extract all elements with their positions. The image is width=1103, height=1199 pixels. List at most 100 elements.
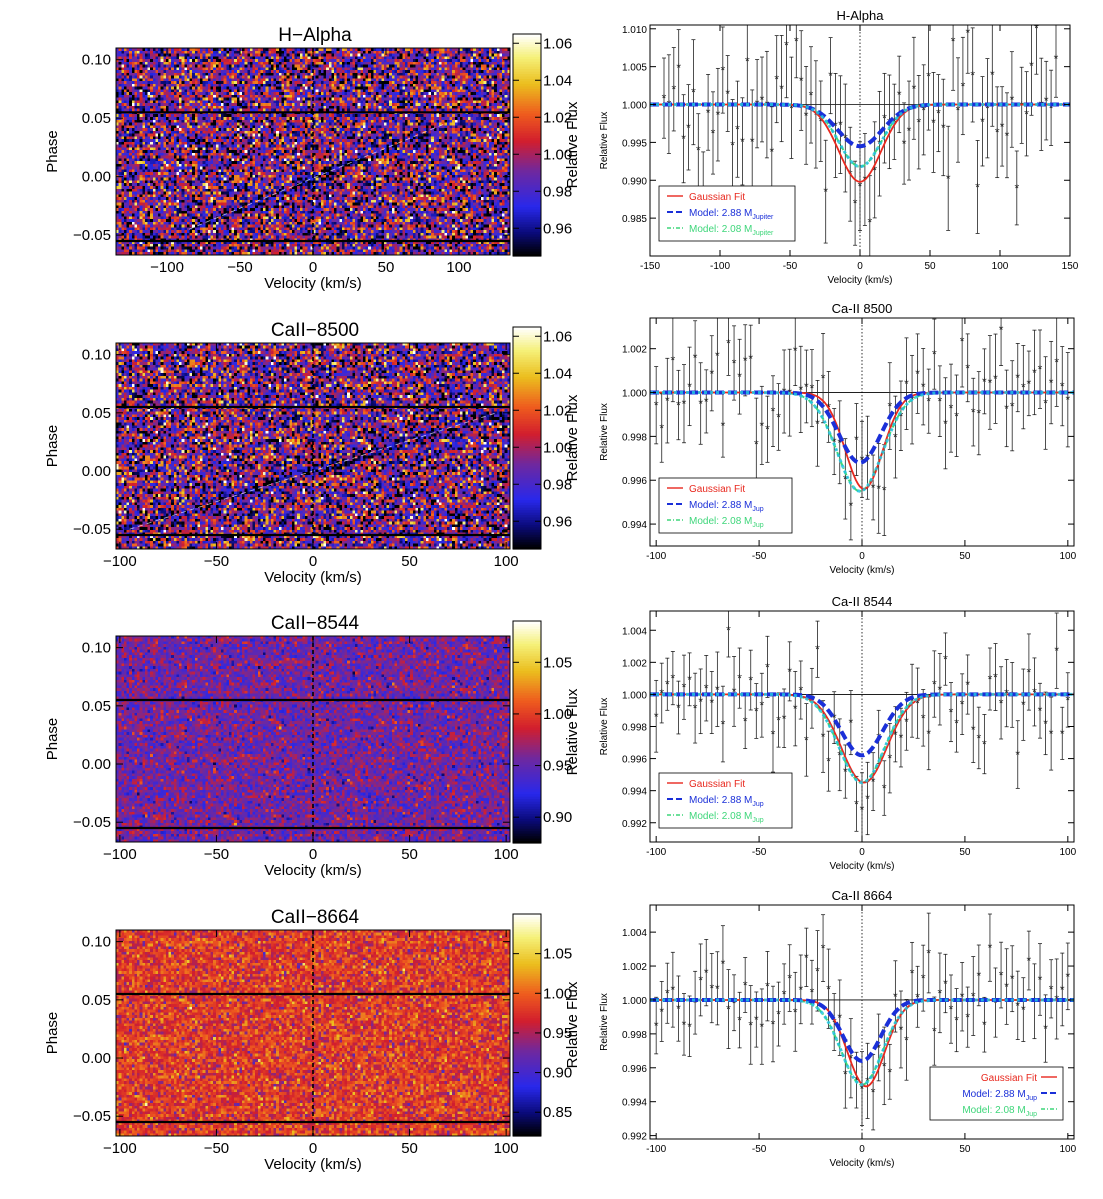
data-point: *	[709, 982, 714, 996]
data-point: *	[754, 1013, 759, 1027]
data-point: *	[732, 356, 737, 370]
colorbar-segment	[513, 830, 541, 834]
data-point: *	[988, 941, 993, 955]
data-point: *	[726, 624, 731, 638]
colorbar-segment	[513, 100, 541, 104]
data-point: *	[787, 665, 792, 679]
colorbar-segment	[513, 403, 541, 407]
colorbar-segment	[513, 788, 541, 792]
y-tick-label: 1.002	[622, 962, 647, 973]
x-tick-label: -100	[646, 551, 666, 562]
data-point: *	[732, 685, 737, 699]
colorbar-segment	[513, 985, 541, 989]
colorbar-segment	[513, 690, 541, 694]
colorbar: 0.90 0.95 1.00 1.05 Relative Flux	[512, 620, 581, 844]
colorbar-segment	[513, 687, 541, 691]
data-point: *	[915, 367, 920, 381]
colorbar-segment	[513, 179, 541, 183]
colorbar-segment	[513, 931, 541, 935]
data-point: *	[659, 1005, 664, 1019]
colorbar-segment	[513, 960, 541, 964]
colorbar-segment	[513, 778, 541, 782]
colorbar-frame	[512, 326, 542, 550]
data-point: *	[1021, 698, 1026, 712]
colorbar-segment	[513, 356, 541, 360]
data-point: *	[951, 34, 956, 48]
data-point: *	[662, 92, 667, 106]
data-point: *	[960, 698, 965, 712]
colorbar-segment	[513, 662, 541, 666]
colorbar-segment	[513, 73, 541, 77]
colorbar-segment	[513, 366, 541, 370]
colorbar-segment	[513, 238, 541, 242]
colorbar-segment	[513, 497, 541, 501]
colorbar-segment	[513, 479, 541, 483]
colorbar-tick-label: 1.02	[543, 109, 572, 126]
colorbar-segment	[513, 992, 541, 996]
data-point: *	[676, 399, 681, 413]
data-point: *	[1049, 101, 1054, 115]
colorbar-segment	[513, 494, 541, 498]
x-tick-label: 100	[494, 846, 519, 863]
data-point: *	[915, 697, 920, 711]
colorbar-segment	[513, 376, 541, 380]
y-tick-label: 0.994	[622, 520, 647, 531]
data-point: *	[860, 803, 865, 817]
data-point: *	[760, 419, 765, 433]
legend-subscript: Jup	[1026, 1095, 1037, 1102]
y-tick-label: 0.996	[622, 755, 647, 766]
data-point: *	[745, 54, 750, 68]
data-point: *	[960, 990, 965, 1004]
colorbar-tick-label: 1.06	[543, 35, 572, 52]
colorbar-segment	[513, 221, 541, 225]
colorbar-segment	[513, 435, 541, 439]
x-tick-label: 0	[857, 261, 863, 272]
colorbar-segment	[513, 695, 541, 699]
data-point: *	[837, 1011, 842, 1025]
colorbar-segment	[513, 941, 541, 945]
data-point: *	[1019, 99, 1024, 113]
y-tick-label: 0.05	[82, 110, 111, 127]
colorbar-segment	[513, 1010, 541, 1014]
colorbar-segment	[513, 452, 541, 456]
y-tick-label: 0.05	[82, 992, 111, 1009]
colorbar-segment	[513, 71, 541, 75]
colorbar-segment	[513, 1133, 541, 1137]
data-point: *	[776, 1008, 781, 1022]
data-point: *	[1027, 954, 1032, 968]
y-tick-label: 0.985	[622, 214, 647, 225]
colorbar-segment	[513, 127, 541, 131]
colorbar-segment	[513, 46, 541, 50]
x-tick-label: -50	[783, 261, 798, 272]
colorbar-segment	[513, 182, 541, 186]
y-axis-label: Phase	[44, 1012, 61, 1055]
colorbar-segment	[513, 724, 541, 728]
data-point: *	[691, 86, 696, 100]
y-tick-label: 0.998	[622, 432, 647, 443]
data-point: *	[921, 103, 926, 117]
colorbar-segment	[513, 172, 541, 176]
colorbar-segment	[513, 445, 541, 449]
colorbar-segment	[513, 509, 541, 513]
colorbar-segment	[513, 95, 541, 99]
data-point: *	[826, 755, 831, 769]
legend-text: Model: 2.08 M	[962, 1105, 1025, 1116]
data-point: *	[754, 704, 759, 718]
colorbar-segment	[513, 58, 541, 62]
data-point: *	[1015, 371, 1020, 385]
colorbar-segment	[513, 709, 541, 713]
data-point: *	[999, 323, 1004, 337]
data-point: *	[671, 983, 676, 997]
legend-label-0: Gaussian Fit	[689, 779, 745, 790]
colorbar-segment	[513, 1000, 541, 1004]
heatmap-panel-1: −100 −50 0 50 100 0.10 0.05 0.00 −0.05 CaII−8500 V…	[44, 320, 581, 586]
colorbar-segment	[513, 209, 541, 213]
data-point: *	[882, 1059, 887, 1073]
colorbar-segment	[513, 988, 541, 992]
colorbar-segment	[513, 228, 541, 232]
data-point: *	[659, 422, 664, 436]
data-point: *	[932, 678, 937, 692]
data-point: *	[1021, 381, 1026, 395]
line-panel-0: * ****************** * *********** **** *****…	[599, 8, 1079, 286]
colorbar-segment	[513, 531, 541, 535]
